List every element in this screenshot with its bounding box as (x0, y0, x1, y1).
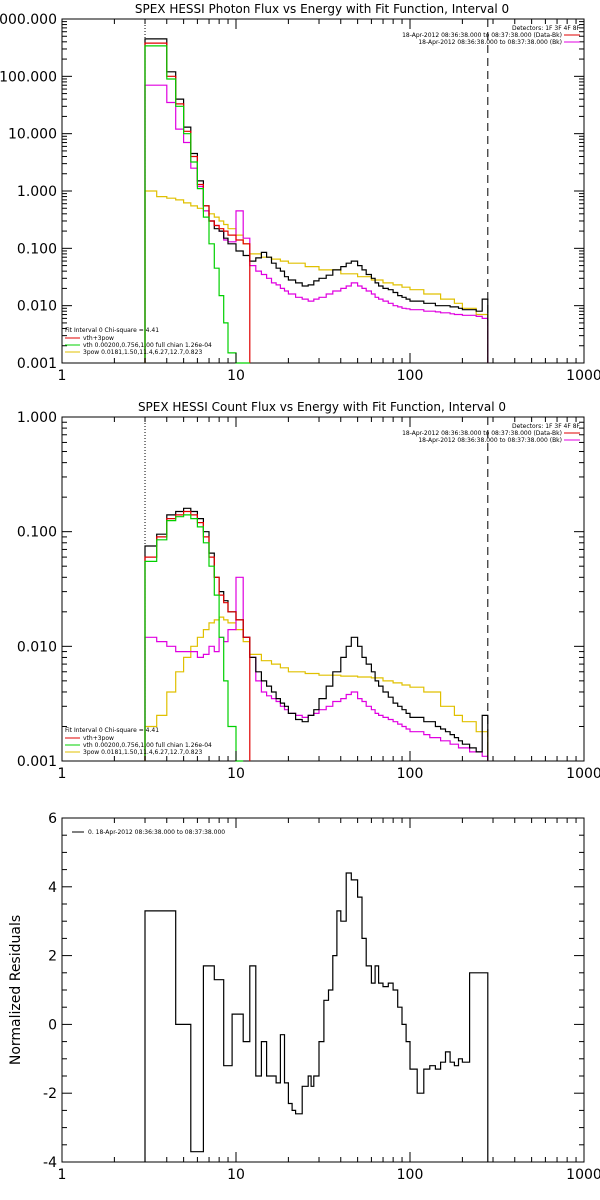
residuals-ytick-label-1: -2 (43, 1086, 57, 1102)
residuals-ytick-label-2: 0 (48, 1017, 57, 1033)
photon-flux-xtick-label-0: 1 (58, 368, 67, 384)
count-flux-ytick-label-0: 0.001 (17, 754, 57, 770)
photon-info-data-bk: 18-Apr-2012 08:36:38.000 to 08:37:38.000… (402, 32, 562, 39)
photon-flux-xtick-label-1: 10 (227, 368, 245, 384)
photon-flux-ticks-layer: 1 10 100 1000 0.001 0.010 0.100 1.000 10.000 100.… (0, 12, 600, 384)
photon-flux-series-red (144, 42, 251, 363)
photon-flux-series-yellow (144, 190, 489, 363)
photon-flux-series-layer (144, 19, 489, 364)
residuals-legend-text: 0. 18-Apr-2012 08:36:38.000 to 08:37:38.… (88, 829, 225, 836)
photon-flux-series-black (144, 38, 489, 363)
photon-fit-3pow: 3pow 0.0181,1.50,11.4,6.27,12.7,0.823 (83, 349, 202, 356)
count-flux-xtick-label-1: 10 (227, 766, 245, 782)
photon-flux-ytick-label-4: 10.000 (8, 127, 57, 143)
count-fit-vth3pow: vth+3pow (83, 735, 114, 742)
photon-flux-ytick-label-0: 0.001 (17, 356, 57, 372)
count-flux-xtick-label-2: 100 (397, 766, 424, 782)
photon-flux-xtick-label-2: 100 (397, 368, 424, 384)
count-flux-plot-frame (61, 416, 585, 762)
photon-flux-panel: SPEX HESSI Photon Flux vs Energy with Fi… (0, 2, 600, 384)
residuals-ticks-layer: 1 10 100 1000 -4 -2 0 2 4 6 (43, 811, 600, 1183)
residuals-ytick-label-5: 6 (48, 811, 57, 827)
residuals-xtick-label-0: 1 (58, 1167, 67, 1183)
photon-flux-fit-legend: Fit Interval 0 Chi-square = 4.41 vth+3po… (65, 327, 212, 356)
count-fit-3pow: 3pow 0.0181,1.50,11.4,6.27,12.7,0.823 (83, 749, 202, 756)
residuals-xtick-label-1: 10 (227, 1167, 245, 1183)
photon-flux-xtick-label-3: 1000 (566, 368, 600, 384)
residuals-xtick-label-2: 100 (397, 1167, 424, 1183)
count-info-detectors: Detectors: 1F 3F 4F 8F (512, 423, 581, 430)
count-flux-ytick-label-3: 1.000 (17, 410, 57, 426)
count-flux-series-layer (144, 417, 489, 762)
photon-fit-vth3pow: vth+3pow (83, 335, 114, 342)
count-flux-fit-legend: Fit Interval 0 Chi-square = 4.41 vth+3po… (65, 727, 212, 756)
count-flux-series-green (144, 514, 244, 762)
photon-flux-info-box: Detectors: 1F 3F 4F 8F 18-Apr-2012 08:36… (402, 25, 580, 46)
residuals-xtick-label-3: 1000 (566, 1167, 600, 1183)
count-flux-xtick-label-3: 1000 (566, 766, 600, 782)
count-flux-series-yellow (144, 616, 489, 761)
count-flux-series-red (144, 510, 251, 761)
count-flux-ytick-label-1: 0.010 (17, 639, 57, 655)
photon-flux-title: SPEX HESSI Photon Flux vs Energy with Fi… (135, 2, 509, 16)
photon-fit-header: Fit Interval 0 Chi-square = 4.41 (65, 327, 159, 334)
residuals-legend: 0. 18-Apr-2012 08:36:38.000 to 08:37:38.… (72, 829, 225, 836)
count-flux-series-magenta (144, 576, 489, 761)
photon-info-bk: 18-Apr-2012 08:36:38.000 to 08:37:38.000… (418, 39, 562, 46)
photon-info-detectors: Detectors: 1F 3F 4F 8F (512, 25, 581, 32)
photon-flux-ytick-label-6: 1000.000 (0, 12, 57, 28)
count-fit-vth: vth 0.00200,0.756,1.00 full chian 1.26e-… (83, 742, 212, 749)
count-flux-panel: SPEX HESSI Count Flux vs Energy with Fit… (17, 400, 600, 782)
photon-fit-vth: vth 0.00200,0.756,1.00 full chian 1.26e-… (83, 342, 212, 349)
residuals-plot-frame (61, 817, 585, 1163)
count-info-data-bk: 18-Apr-2012 08:36:38.000 to 08:37:38.000… (402, 430, 562, 437)
residuals-ytick-label-3: 2 (48, 949, 57, 965)
count-fit-header: Fit Interval 0 Chi-square = 4.41 (65, 727, 159, 734)
photon-flux-plot-frame (61, 18, 585, 364)
photon-flux-series-magenta (144, 84, 489, 363)
count-flux-title: SPEX HESSI Count Flux vs Energy with Fit… (138, 400, 506, 414)
count-flux-info-box: Detectors: 1F 3F 4F 8F 18-Apr-2012 08:36… (402, 423, 580, 444)
photon-flux-series-green (144, 45, 250, 364)
residuals-ylabel: Normalized Residuals (8, 915, 24, 1065)
photon-flux-ytick-label-5: 100.000 (0, 69, 57, 85)
count-flux-ticks-layer: 1 10 100 1000 0.001 0.010 0.100 1.000 (17, 410, 600, 782)
photon-flux-ytick-label-3: 1.000 (17, 184, 57, 200)
count-info-bk: 18-Apr-2012 08:36:38.000 to 08:37:38.000… (418, 437, 562, 444)
photon-flux-ytick-label-1: 0.010 (17, 299, 57, 315)
count-flux-ytick-label-2: 0.100 (17, 525, 57, 541)
photon-flux-ytick-label-2: 0.100 (17, 241, 57, 257)
residuals-ytick-label-0: -4 (43, 1155, 57, 1171)
residuals-series-layer (144, 872, 489, 1162)
count-flux-xtick-label-0: 1 (58, 766, 67, 782)
count-flux-series-black (144, 507, 489, 761)
residuals-ytick-label-4: 4 (48, 880, 57, 896)
residuals-series-black (144, 872, 489, 1162)
